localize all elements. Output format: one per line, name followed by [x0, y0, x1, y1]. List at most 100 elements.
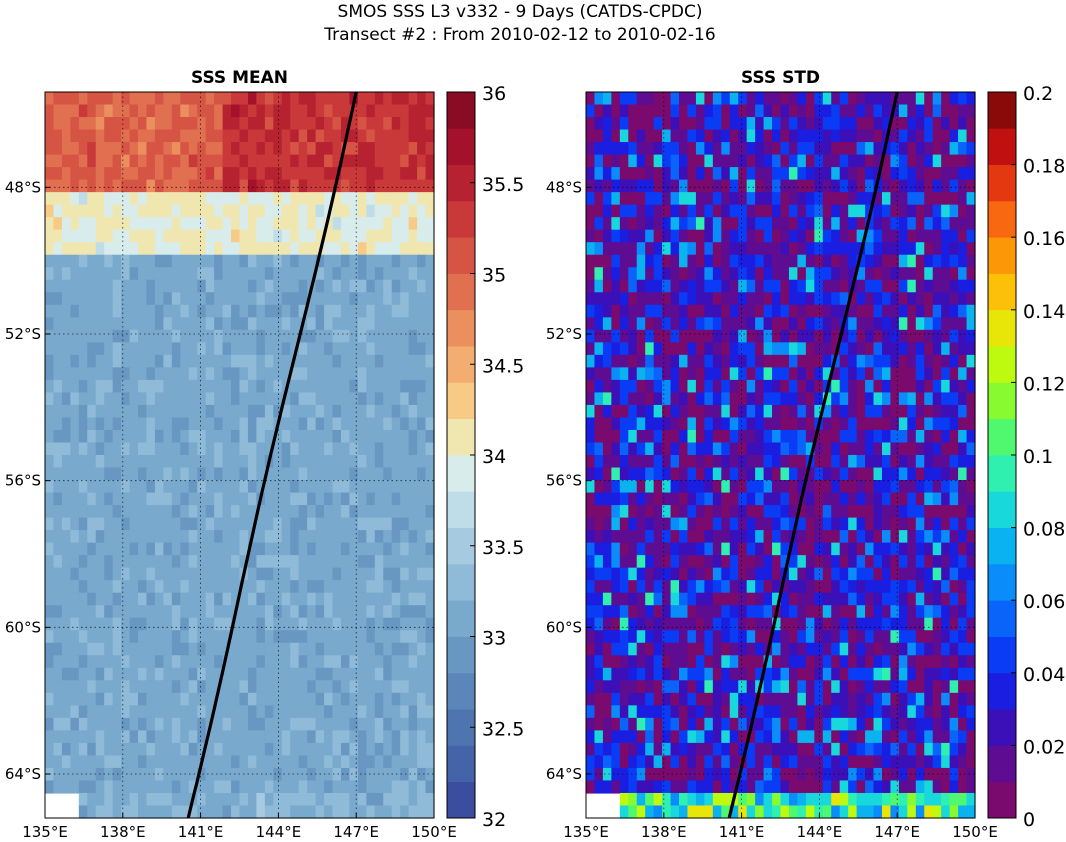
heatmap-cell — [839, 605, 849, 619]
heatmap-cell — [188, 717, 198, 731]
heatmap-cell — [594, 404, 604, 419]
heatmap-cell — [822, 680, 832, 694]
heatmap-cell — [865, 367, 875, 381]
heatmap-cell — [805, 655, 815, 669]
heatmap-cell — [662, 317, 672, 331]
heatmap-cell — [154, 555, 164, 569]
heatmap-cell — [112, 329, 122, 343]
heatmap-cell — [340, 317, 351, 331]
heatmap-cell — [763, 617, 773, 631]
heatmap-cell — [197, 229, 207, 243]
heatmap-cell — [104, 580, 114, 594]
heatmap-cell — [104, 692, 114, 706]
heatmap-cell — [594, 129, 604, 143]
heatmap-cell — [78, 104, 88, 118]
heatmap-cell — [636, 129, 646, 143]
heatmap-cell — [763, 354, 773, 368]
heatmap-cell — [890, 204, 900, 218]
heatmap-cell — [281, 680, 291, 694]
heatmap-cell — [797, 517, 807, 531]
heatmap-cell — [95, 204, 105, 218]
heatmap-cell — [154, 792, 164, 807]
heatmap-cell — [154, 655, 164, 669]
heatmap-cell — [898, 455, 908, 469]
heatmap-cell — [653, 104, 663, 118]
heatmap-cell — [653, 492, 663, 506]
heatmap-cell — [104, 417, 114, 431]
heatmap-cell — [645, 179, 655, 193]
heatmap-cell — [898, 142, 908, 156]
heatmap-cell — [670, 242, 680, 256]
heatmap-cell — [662, 204, 672, 218]
heatmap-cell — [121, 167, 131, 181]
heatmap-cell — [45, 342, 55, 356]
heatmap-cell — [628, 567, 638, 581]
heatmap-cell — [180, 417, 190, 431]
heatmap-cell — [805, 254, 815, 268]
heatmap-cell — [755, 442, 765, 456]
heatmap-cell — [357, 692, 367, 706]
heatmap-cell — [61, 617, 71, 631]
heatmap-cell — [645, 142, 655, 156]
heatmap-cell — [619, 267, 629, 281]
heatmap-cell — [61, 204, 71, 218]
heatmap-cell — [383, 792, 393, 807]
heatmap-cell — [138, 154, 148, 168]
heatmap-cell — [628, 217, 638, 231]
heatmap-cell — [839, 667, 849, 681]
heatmap-cell — [391, 667, 401, 681]
heatmap-cell — [214, 167, 224, 181]
heatmap-cell — [687, 154, 697, 168]
heatmap-cell — [628, 229, 638, 243]
heatmap-cell — [788, 292, 799, 306]
heatmap-cell — [788, 505, 799, 519]
heatmap-cell — [205, 92, 215, 106]
heatmap-cell — [78, 192, 88, 206]
heatmap-cell — [138, 254, 148, 268]
heatmap-cell — [349, 680, 359, 694]
heatmap-cell — [848, 630, 858, 644]
heatmap-cell — [425, 705, 435, 719]
heatmap-cell — [738, 154, 748, 168]
heatmap-cell — [898, 667, 908, 681]
heatmap-cell — [87, 392, 97, 406]
heatmap-cell — [738, 192, 748, 206]
heatmap-cell — [721, 279, 731, 293]
heatmap-cell — [315, 605, 325, 619]
heatmap-cell — [873, 617, 883, 631]
heatmap-cell — [619, 104, 629, 118]
heatmap-cell — [78, 392, 88, 406]
heatmap-cell — [332, 530, 342, 544]
heatmap-cell — [814, 167, 824, 181]
heatmap-cell — [721, 392, 731, 406]
heatmap-cell — [349, 404, 359, 419]
heatmap-cell — [332, 254, 342, 268]
heatmap-cell — [797, 354, 807, 368]
heatmap-cell — [966, 404, 976, 419]
heatmap-cell — [712, 142, 722, 156]
heatmap-cell — [315, 667, 325, 681]
heatmap-cell — [349, 117, 359, 131]
heatmap-cell — [53, 192, 63, 206]
heatmap-cell — [898, 592, 908, 606]
heatmap-cell — [619, 642, 629, 656]
heatmap-cell — [281, 192, 291, 206]
heatmap-cell — [915, 542, 925, 556]
heatmap-cell — [78, 455, 88, 469]
heatmap-cell — [408, 267, 418, 281]
heatmap-cell — [112, 730, 122, 744]
heatmap-cell — [154, 429, 164, 444]
heatmap-cell — [357, 642, 367, 656]
heatmap-cell — [78, 530, 88, 544]
heatmap-cell — [729, 555, 739, 569]
heatmap-cell — [958, 480, 968, 494]
heatmap-cell — [611, 367, 621, 381]
heatmap-cell — [636, 542, 646, 556]
heatmap-cell — [586, 254, 596, 268]
heatmap-cell — [636, 592, 646, 606]
heatmap-cell — [704, 455, 714, 469]
heatmap-cell — [231, 254, 241, 268]
heatmap-cell — [154, 117, 164, 131]
heatmap-cell — [231, 805, 241, 819]
heatmap-cell — [349, 417, 359, 431]
